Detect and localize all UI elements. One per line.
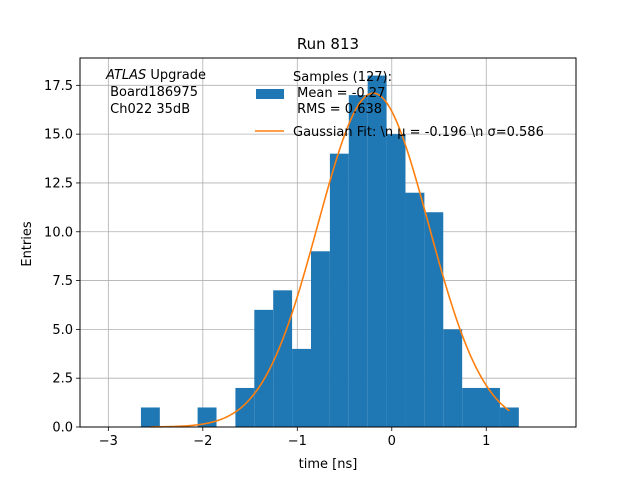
x-tick-label: −2 <box>193 434 212 449</box>
histogram-bar <box>329 153 349 427</box>
histogram-bar <box>273 290 293 427</box>
x-tick-label: −3 <box>99 434 118 449</box>
histogram-bar <box>254 309 274 427</box>
y-tick-label: 2.5 <box>52 372 73 387</box>
y-tick-label: 17.5 <box>44 79 73 94</box>
y-tick-label: 15.0 <box>44 128 73 143</box>
legend-histogram-line-1: Samples (127): <box>293 70 392 85</box>
fit-curve <box>150 92 510 428</box>
x-tick-label: 1 <box>482 434 490 449</box>
legend-histogram-line-3: RMS = 0.638 <box>293 102 382 117</box>
chart-title: Run 813 <box>297 35 359 53</box>
annotation-line-3: Ch022 35dB <box>106 102 190 117</box>
annotation-line-2: Board186975 <box>106 85 198 100</box>
gaussian-fit <box>150 92 510 428</box>
y-tick-label: 10.0 <box>44 225 73 240</box>
histogram-bar <box>367 75 387 428</box>
histogram-bar <box>424 212 444 427</box>
histogram-bar <box>292 348 311 427</box>
histogram-bar <box>235 387 255 427</box>
legend: Samples (127): Mean = -0.27 RMS = 0.638 … <box>255 70 544 140</box>
legend-histogram-swatch <box>256 89 284 99</box>
histogram-bar <box>140 407 160 427</box>
x-axis-label: time [ns] <box>299 457 358 472</box>
legend-histogram-line-2: Mean = -0.27 <box>293 86 385 101</box>
histogram-bars <box>140 75 519 428</box>
legend-fit-label: Gaussian Fit: \n μ = -0.196 \n σ=0.586 <box>293 125 544 140</box>
histogram-bar <box>499 407 519 427</box>
annotation-atlas: ATLAS <box>105 68 146 83</box>
y-tick-label: 5.0 <box>52 323 73 338</box>
x-tick-label: −1 <box>288 434 307 449</box>
y-tick-label: 7.5 <box>52 274 73 289</box>
y-tick-label: 0.0 <box>52 421 73 436</box>
histogram-bar <box>405 192 425 427</box>
plot-frame <box>79 57 577 428</box>
grid <box>80 58 576 428</box>
annotation-upgrade: Upgrade <box>146 68 206 83</box>
histogram-bar <box>462 387 500 427</box>
y-axis-label: Entries <box>20 221 35 267</box>
axis-ticks: −3 −2 −1 0 10.02.55.07.510.012.515.017.5 <box>44 79 490 449</box>
histogram-bar <box>443 329 463 427</box>
x-tick-label: 0 <box>388 434 396 449</box>
histogram-bar <box>310 251 330 427</box>
histogram-bar <box>348 95 368 427</box>
histogram-bar <box>386 134 406 427</box>
atlas-annotation: ATLAS Upgrade Board186975 Ch022 35dB <box>105 68 206 117</box>
y-tick-label: 12.5 <box>44 176 73 191</box>
annotation-line-1: ATLAS Upgrade <box>105 68 206 83</box>
